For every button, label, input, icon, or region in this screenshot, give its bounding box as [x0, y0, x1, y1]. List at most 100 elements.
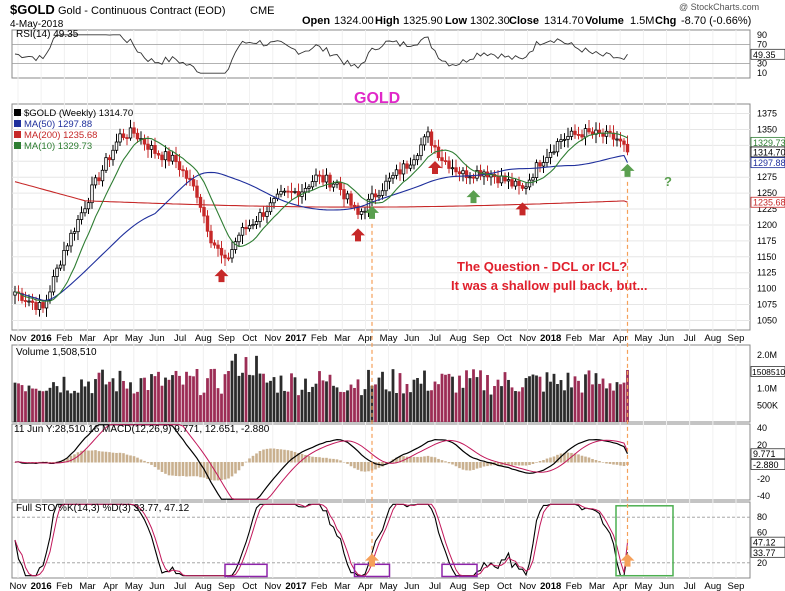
candle-body	[513, 180, 518, 187]
sto-x-tick: Mar	[79, 581, 95, 591]
candle-body	[510, 179, 514, 187]
volume-bar	[41, 391, 45, 422]
macd-hist-bar	[160, 462, 164, 472]
candle-body	[377, 194, 381, 198]
candle-body	[247, 225, 252, 230]
sto-y-tick: 60	[757, 527, 767, 537]
volume-bar	[444, 374, 447, 422]
ma10-line	[14, 132, 628, 302]
volume-bar	[465, 370, 468, 422]
candle-body	[618, 138, 623, 142]
candle-body	[293, 191, 297, 193]
volume-bar	[321, 380, 325, 422]
candle-body	[380, 190, 385, 196]
volume-bar	[447, 373, 451, 422]
candle-body	[226, 257, 231, 260]
macd-hist-bar	[129, 455, 132, 463]
chg-label: Chg	[655, 15, 676, 27]
macd-hist-bar	[549, 457, 552, 463]
candle-body	[552, 151, 556, 154]
volume-bar	[608, 383, 612, 422]
candle-body	[524, 186, 528, 189]
price-x-tick: Sep	[473, 333, 490, 344]
volume-bar	[482, 390, 486, 422]
candle-body	[48, 291, 52, 301]
macd-hist-bar	[559, 453, 563, 463]
macd-hist-bar	[227, 462, 230, 479]
macd-hist-bar	[363, 462, 367, 472]
sto-y-tick: 20	[757, 558, 767, 568]
green-arrow	[365, 205, 379, 219]
sto-x-tick: Feb	[311, 581, 327, 591]
candle-body	[34, 302, 38, 310]
candle-body	[65, 245, 70, 251]
candle-body	[373, 193, 378, 198]
candle-body	[429, 131, 434, 146]
macd-tag-box	[750, 448, 785, 460]
header-name: Gold - Continuous Contract (EOD)	[58, 5, 226, 17]
sto-x-tick: May	[125, 581, 143, 591]
volume-bar	[622, 382, 626, 422]
price-tag-box	[750, 196, 785, 208]
legend-swatch	[14, 131, 21, 138]
macd-hist-bar	[419, 456, 423, 463]
volume-bar	[150, 374, 153, 422]
volume-bar	[433, 381, 437, 422]
candle-body	[370, 193, 374, 200]
volume-bar	[293, 377, 297, 422]
volume-bar	[591, 384, 594, 422]
volume-bar	[27, 385, 31, 422]
macd-hist-bar	[279, 449, 283, 463]
candle-body	[534, 162, 539, 179]
price-x-tick: Aug	[704, 333, 721, 344]
candle-body	[331, 183, 336, 188]
macd-hist-bar	[251, 455, 255, 463]
volume-bar	[20, 385, 24, 422]
volume-bar	[545, 372, 549, 422]
macd-hist-bar	[507, 462, 510, 466]
red-arrow	[214, 269, 229, 283]
candle-body	[111, 149, 115, 161]
volume-bar	[332, 385, 335, 422]
sto-x-tick: Jun	[659, 581, 674, 591]
macd-hist-bar	[608, 462, 612, 464]
volume-bar	[388, 391, 391, 422]
volume-bar	[311, 386, 314, 422]
candle-body	[443, 160, 448, 163]
volume-bar	[192, 376, 195, 422]
volume-bar	[265, 382, 269, 422]
volume-bar	[73, 390, 76, 422]
volume-bar	[416, 378, 419, 422]
candle-body	[261, 212, 266, 217]
header-ohlc: Open 1324.00 High 1325.90 Low 1302.30 Cl…	[302, 15, 751, 27]
sto-x-tick: May	[634, 581, 652, 591]
candle-body	[195, 185, 199, 198]
chart-title: GOLD	[354, 90, 400, 107]
volume-bar	[335, 387, 339, 422]
price-tag-box	[750, 157, 785, 169]
macd-hist-bar	[230, 462, 234, 477]
volume-bar	[363, 389, 367, 422]
sto-x-tick: Aug	[704, 581, 721, 591]
volume-bar	[90, 393, 94, 422]
macd-hist-bar	[234, 462, 237, 474]
sto-x-tick: Sep	[218, 581, 235, 591]
legend-entry: $GOLD (Weekly) 1314.70	[24, 108, 133, 119]
sto-label: Full STO %K(14,3) %D(3) 33.77, 47.12	[16, 503, 190, 514]
volume-bar	[230, 360, 234, 422]
candle-body	[128, 127, 133, 139]
price-x-tick: 2018	[540, 333, 561, 344]
macd-hist-bar	[605, 462, 608, 464]
candle-body	[349, 193, 353, 206]
candle-body	[272, 198, 276, 204]
volume-bar	[248, 374, 251, 422]
macd-y-tick: -40	[757, 491, 770, 501]
frame-sto	[11, 501, 751, 579]
volume-bar	[587, 370, 591, 422]
volume-bar	[269, 380, 272, 422]
volume-bar	[76, 392, 80, 422]
volume-bar	[272, 377, 276, 422]
candle-body	[314, 174, 318, 183]
volume-bar	[346, 390, 349, 422]
macd-hist-bar	[181, 462, 185, 476]
